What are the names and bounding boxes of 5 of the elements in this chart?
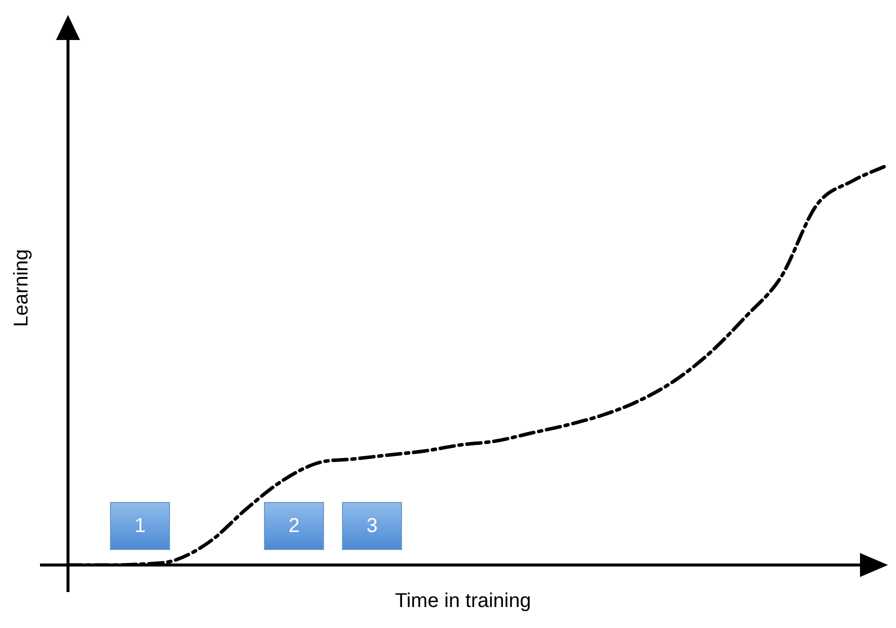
x-axis-title: Time in training — [394, 590, 532, 613]
annotation: 3 — [342, 502, 402, 550]
annotation: 1 — [110, 502, 170, 550]
y-axis-title: Learning — [10, 249, 34, 327]
annotation: 2 — [264, 502, 324, 550]
